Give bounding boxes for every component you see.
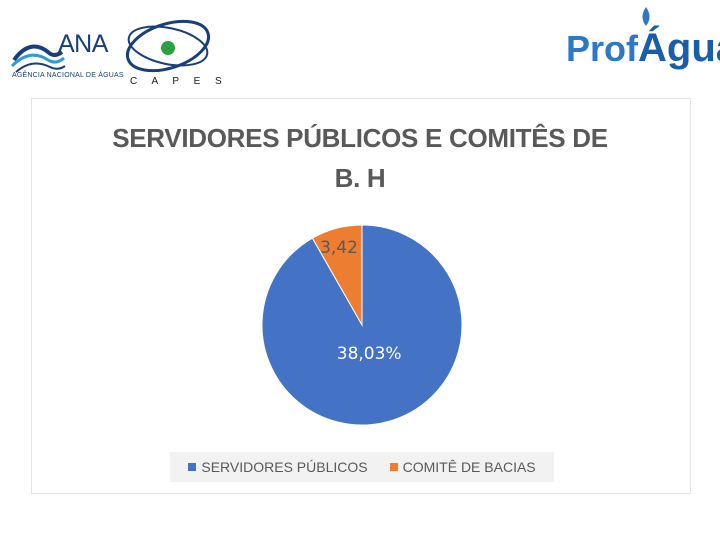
profagua-part1: Prof [566,28,638,69]
water-drop-icon [642,7,650,26]
legend-swatch-comite [389,463,398,471]
ana-name: ANA [58,30,108,58]
pie-slice-comite [311,224,363,327]
pie-label-comite: 3,42 [320,238,358,258]
capes-orbit-icon [125,19,211,73]
legend-swatch-servidores [188,463,197,471]
chart-title: SERVIDORES PÚBLICOS E COMITÊS DE B. H [40,118,680,198]
chart-title-line1: SERVIDORES PÚBLICOS E COMITÊS DE [112,123,608,153]
pie-label-servidores: 38,03% [337,344,402,364]
ana-subtitle: AGÊNCIA NACIONAL DE ÁGUAS [12,72,124,79]
logo-bar: ANA AGÊNCIA NACIONAL DE ÁGUAS C A P E S … [0,0,720,96]
legend-item-comite: COMITÊ DE BACIAS [389,459,536,475]
chart-legend: SERVIDORES PÚBLICOS COMITÊ DE BACIAS [170,452,554,482]
profagua-logo: ProfÁgua [566,26,720,82]
legend-label-comite: COMITÊ DE BACIAS [402,459,536,475]
chart-title-line2: B. H [334,163,386,193]
legend-item-servidores: SERVIDORES PÚBLICOS [188,459,368,475]
legend-label-servidores: SERVIDORES PÚBLICOS [201,459,368,475]
profagua-part2: Água [638,26,720,70]
capes-name: C A P E S [130,76,228,87]
ana-wave-icon [10,44,66,73]
